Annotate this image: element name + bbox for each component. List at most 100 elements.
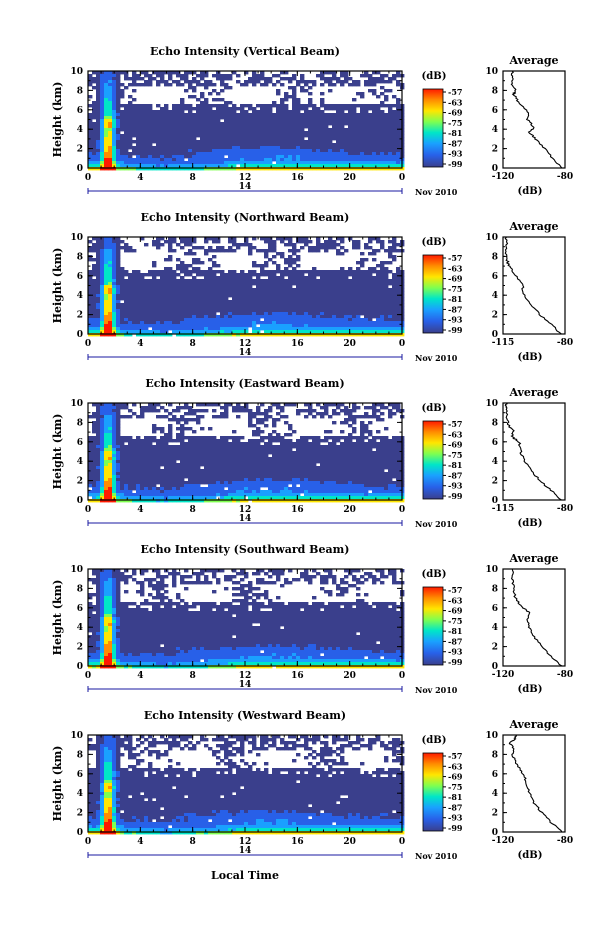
panel-title: Echo Intensity (Westward Beam) <box>144 709 346 722</box>
echo-heatmap <box>88 237 405 337</box>
average-x-tick-label: -80 <box>557 670 573 680</box>
y-axis-label: Height (km) <box>51 82 64 158</box>
x-tick-label: 8 <box>190 339 196 349</box>
date-marker-month-year: Nov 2010 <box>415 353 458 363</box>
colorbar-tick-label: -99 <box>448 491 463 501</box>
x-tick-label: 4 <box>137 173 143 183</box>
colorbar-tick-label: -69 <box>448 108 463 118</box>
colorbar-tick-label: -75 <box>448 450 462 460</box>
average-x-tick-label: -120 <box>492 836 515 846</box>
echo-heatmap <box>88 735 405 835</box>
average-title: Average <box>508 54 558 67</box>
average-plot-frame <box>502 236 566 335</box>
average-y-tick-label: 0 <box>492 496 498 506</box>
y-tick-label: 8 <box>77 584 83 594</box>
colorbar-tick-label: -57 <box>448 253 462 263</box>
y-tick-label: 6 <box>77 604 83 614</box>
x-tick-label: 16 <box>291 505 304 515</box>
x-tick-label: 4 <box>137 671 143 681</box>
average-y-tick-label: 4 <box>492 789 498 799</box>
y-tick-label: 4 <box>77 457 83 467</box>
average-y-tick-label: 0 <box>492 828 498 838</box>
beam-panel: Echo Intensity (Westward Beam)0 4 8 12 16 20 0… <box>51 709 573 861</box>
panel-title: Echo Intensity (Eastward Beam) <box>145 377 344 390</box>
average-x-tick-label: -80 <box>557 504 573 514</box>
colorbar-tick-label: -69 <box>448 274 463 284</box>
average-x-tick-label: -80 <box>557 338 573 348</box>
colorbar-tick-label: -93 <box>448 813 463 823</box>
date-marker-month-year: Nov 2010 <box>415 519 458 529</box>
x-tick-label: 0 <box>85 671 91 681</box>
beam-panel: Echo Intensity (Vertical Beam)0 4 8 12 16 20 0… <box>51 45 573 197</box>
average-y-tick-label: 6 <box>492 604 498 614</box>
colorbar-tick-label: -87 <box>448 138 462 148</box>
average-title: Average <box>508 718 558 731</box>
average-x-tick-label: -115 <box>492 504 515 514</box>
x-tick-label: 12 <box>239 837 252 847</box>
colorbar-tick-label: -63 <box>448 595 463 605</box>
y-tick-label: 2 <box>77 477 83 487</box>
panel-title: Echo Intensity (Vertical Beam) <box>150 45 340 58</box>
average-y-tick-label: 0 <box>492 330 498 340</box>
average-plot-frame <box>502 402 566 501</box>
colorbar-tick-label: -93 <box>448 149 463 159</box>
average-y-tick-label: 2 <box>492 145 498 155</box>
y-tick-label: 10 <box>70 233 83 243</box>
y-tick-label: 0 <box>77 164 83 174</box>
x-tick-label: 8 <box>190 173 196 183</box>
y-tick-label: 10 <box>70 67 83 77</box>
x-tick-label: 0 <box>399 837 405 847</box>
colorbar-tick-label: -81 <box>448 792 462 802</box>
x-tick-label: 16 <box>291 173 304 183</box>
average-plot-frame <box>502 734 566 833</box>
y-axis-label: Height (km) <box>51 414 64 490</box>
colorbar-tick-label: -81 <box>448 460 462 470</box>
y-tick-label: 2 <box>77 145 83 155</box>
y-tick-label: 0 <box>77 828 83 838</box>
date-marker-day: 14 <box>239 182 252 192</box>
average-y-tick-label: 4 <box>492 623 498 633</box>
colorbar-tick-label: -57 <box>448 585 462 595</box>
colorbar-tick-label: -87 <box>448 470 462 480</box>
colorbar-tick-label: -69 <box>448 440 463 450</box>
average-x-tick-label: -80 <box>557 172 573 182</box>
y-tick-label: 2 <box>77 311 83 321</box>
x-tick-label: 16 <box>291 837 304 847</box>
average-y-tick-label: 10 <box>485 233 498 243</box>
colorbar-tick-label: -75 <box>448 616 462 626</box>
colorbar-tick-label: -63 <box>448 761 463 771</box>
x-tick-label: 8 <box>190 837 196 847</box>
average-x-tick-label: -115 <box>492 338 515 348</box>
colorbar-tick-label: -99 <box>448 325 463 335</box>
colorbar-tick-label: -57 <box>448 419 462 429</box>
colorbar-tick-label: -57 <box>448 751 462 761</box>
colorbar <box>422 254 444 334</box>
y-tick-label: 0 <box>77 330 83 340</box>
average-y-tick-label: 10 <box>485 565 498 575</box>
colorbar-tick-label: -75 <box>448 284 462 294</box>
average-y-tick-label: 8 <box>492 584 498 594</box>
average-y-tick-label: 0 <box>492 164 498 174</box>
x-tick-label: 12 <box>239 505 252 515</box>
average-profile-line <box>510 568 563 667</box>
x-tick-label: 4 <box>137 505 143 515</box>
x-tick-label: 0 <box>399 173 405 183</box>
y-tick-label: 4 <box>77 125 83 135</box>
average-profile-line <box>510 70 563 169</box>
x-tick-label: 20 <box>343 505 356 515</box>
y-tick-label: 8 <box>77 86 83 96</box>
y-tick-label: 6 <box>77 770 83 780</box>
colorbar-unit: (dB) <box>422 237 447 248</box>
colorbar-tick-label: -81 <box>448 626 462 636</box>
average-profile-line <box>508 734 563 833</box>
y-tick-label: 4 <box>77 291 83 301</box>
x-tick-label: 0 <box>85 173 91 183</box>
average-y-tick-label: 8 <box>492 750 498 760</box>
y-tick-label: 6 <box>77 272 83 282</box>
x-tick-label: 8 <box>190 505 196 515</box>
colorbar-tick-label: -87 <box>448 802 462 812</box>
colorbar <box>422 420 444 500</box>
colorbar-tick-label: -87 <box>448 304 462 314</box>
beam-panel: Echo Intensity (Southward Beam)0 4 8 12 16 20… <box>51 543 573 695</box>
x-tick-label: 4 <box>137 339 143 349</box>
